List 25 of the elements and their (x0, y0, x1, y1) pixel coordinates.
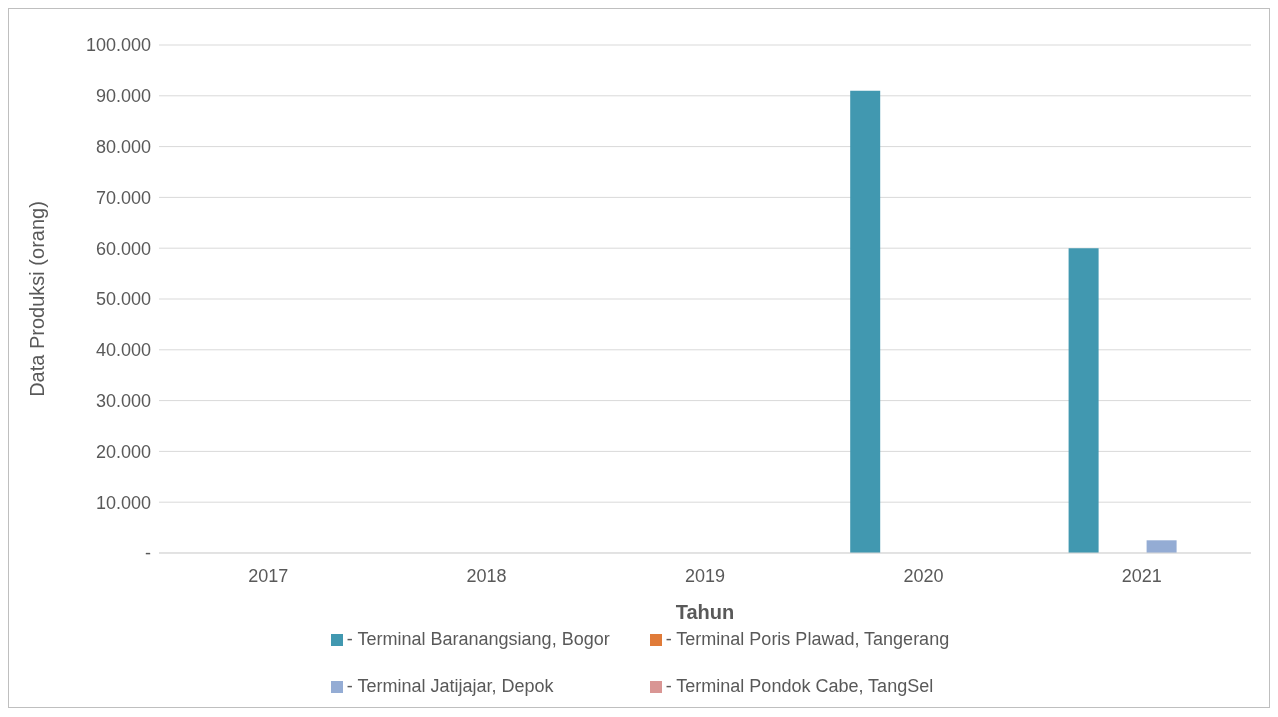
x-tick-label: 2018 (466, 565, 507, 586)
x-tick-label: 2021 (1121, 565, 1162, 586)
x-tick-label: 2019 (684, 565, 726, 586)
bar (850, 90, 881, 553)
y-tick-label: 20.000 (95, 441, 151, 462)
y-tick-label: 30.000 (95, 390, 151, 411)
y-tick-label: 40.000 (95, 340, 151, 361)
y-tick-label: 50.000 (95, 289, 151, 310)
y-tick-label: 10.000 (95, 492, 151, 513)
y-axis-title: Data Produksi (orang) (26, 201, 49, 397)
x-tick-label: 2020 (903, 565, 944, 586)
legend-label: - Terminal Poris Plawad, Tangerang (665, 629, 950, 650)
legend-label: - Terminal Jatijajar, Depok (346, 676, 554, 697)
x-axis-title: Tahun (675, 601, 735, 623)
y-tick-label: - (145, 543, 151, 564)
x-tick-label: 2017 (248, 565, 289, 586)
y-tick-label: 100.000 (85, 35, 151, 56)
legend-label: - Terminal Baranangsiang, Bogor (346, 629, 610, 650)
y-tick-label: 70.000 (95, 187, 151, 208)
bar (1068, 248, 1099, 553)
legend-label: - Terminal Pondok Cabe, TangSel (665, 676, 934, 697)
y-tick-label: 90.000 (95, 86, 151, 107)
bar (1146, 540, 1177, 553)
y-tick-label: 80.000 (95, 136, 151, 157)
y-tick-label: 60.000 (95, 238, 151, 259)
